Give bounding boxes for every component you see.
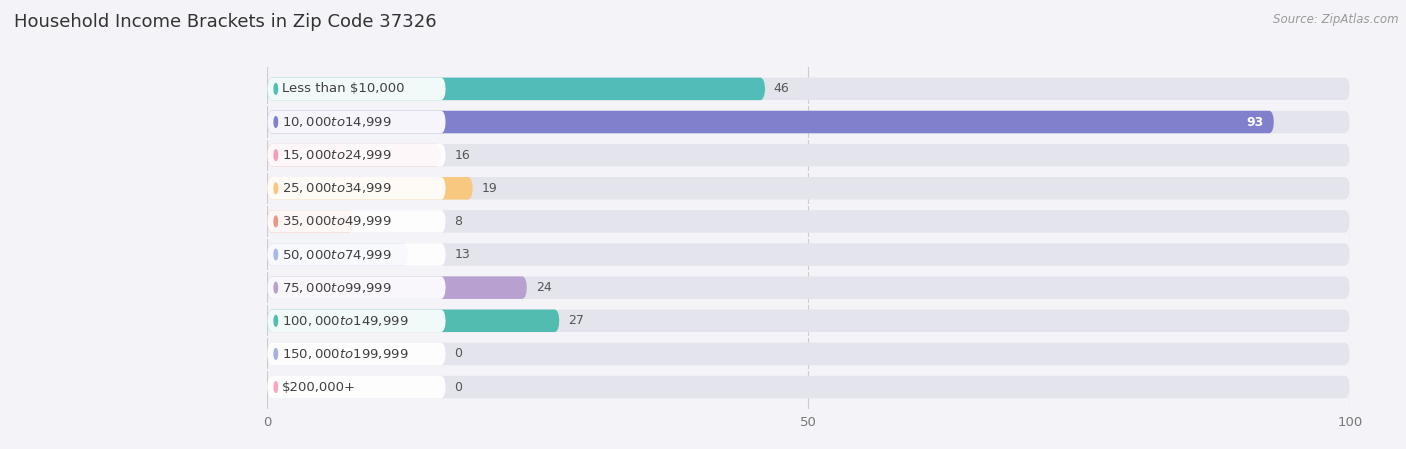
Circle shape	[274, 216, 277, 227]
Text: $25,000 to $34,999: $25,000 to $34,999	[283, 181, 392, 195]
Text: Less than $10,000: Less than $10,000	[283, 82, 405, 95]
FancyBboxPatch shape	[267, 210, 354, 233]
FancyBboxPatch shape	[267, 144, 446, 167]
Circle shape	[274, 183, 277, 194]
FancyBboxPatch shape	[267, 78, 765, 100]
Text: 24: 24	[536, 281, 551, 294]
FancyBboxPatch shape	[267, 177, 1350, 199]
FancyBboxPatch shape	[267, 343, 446, 365]
Circle shape	[274, 84, 277, 94]
Circle shape	[274, 117, 277, 128]
FancyBboxPatch shape	[267, 210, 1350, 233]
Text: $75,000 to $99,999: $75,000 to $99,999	[283, 281, 392, 295]
FancyBboxPatch shape	[267, 243, 408, 266]
Text: 0: 0	[454, 381, 463, 394]
FancyBboxPatch shape	[267, 210, 446, 233]
Circle shape	[274, 249, 277, 260]
Text: $200,000+: $200,000+	[283, 381, 356, 394]
Circle shape	[274, 316, 277, 326]
FancyBboxPatch shape	[267, 144, 1350, 167]
FancyBboxPatch shape	[267, 111, 446, 133]
FancyBboxPatch shape	[267, 78, 1350, 100]
FancyBboxPatch shape	[267, 177, 446, 199]
FancyBboxPatch shape	[267, 243, 446, 266]
FancyBboxPatch shape	[267, 309, 446, 332]
FancyBboxPatch shape	[267, 243, 1350, 266]
FancyBboxPatch shape	[267, 309, 1350, 332]
FancyBboxPatch shape	[267, 177, 472, 199]
FancyBboxPatch shape	[267, 144, 440, 167]
Text: $35,000 to $49,999: $35,000 to $49,999	[283, 215, 392, 229]
FancyBboxPatch shape	[267, 309, 560, 332]
Text: 27: 27	[568, 314, 583, 327]
Text: $150,000 to $199,999: $150,000 to $199,999	[283, 347, 409, 361]
Circle shape	[274, 282, 277, 293]
FancyBboxPatch shape	[267, 78, 446, 100]
FancyBboxPatch shape	[267, 277, 527, 299]
Circle shape	[274, 150, 277, 160]
Text: 93: 93	[1246, 115, 1263, 128]
Circle shape	[274, 348, 277, 359]
Circle shape	[274, 382, 277, 392]
FancyBboxPatch shape	[267, 376, 446, 398]
Text: 46: 46	[773, 82, 790, 95]
FancyBboxPatch shape	[267, 111, 1274, 133]
Text: 13: 13	[454, 248, 470, 261]
Text: Source: ZipAtlas.com: Source: ZipAtlas.com	[1274, 13, 1399, 26]
Text: 0: 0	[454, 348, 463, 361]
FancyBboxPatch shape	[267, 277, 1350, 299]
Text: 8: 8	[454, 215, 463, 228]
Text: $15,000 to $24,999: $15,000 to $24,999	[283, 148, 392, 162]
FancyBboxPatch shape	[267, 343, 1350, 365]
Text: $100,000 to $149,999: $100,000 to $149,999	[283, 314, 409, 328]
Text: $50,000 to $74,999: $50,000 to $74,999	[283, 247, 392, 261]
Text: 19: 19	[481, 182, 498, 195]
Text: $10,000 to $14,999: $10,000 to $14,999	[283, 115, 392, 129]
FancyBboxPatch shape	[267, 111, 1350, 133]
Text: Household Income Brackets in Zip Code 37326: Household Income Brackets in Zip Code 37…	[14, 13, 437, 31]
Text: 16: 16	[454, 149, 470, 162]
FancyBboxPatch shape	[267, 277, 446, 299]
FancyBboxPatch shape	[267, 376, 1350, 398]
